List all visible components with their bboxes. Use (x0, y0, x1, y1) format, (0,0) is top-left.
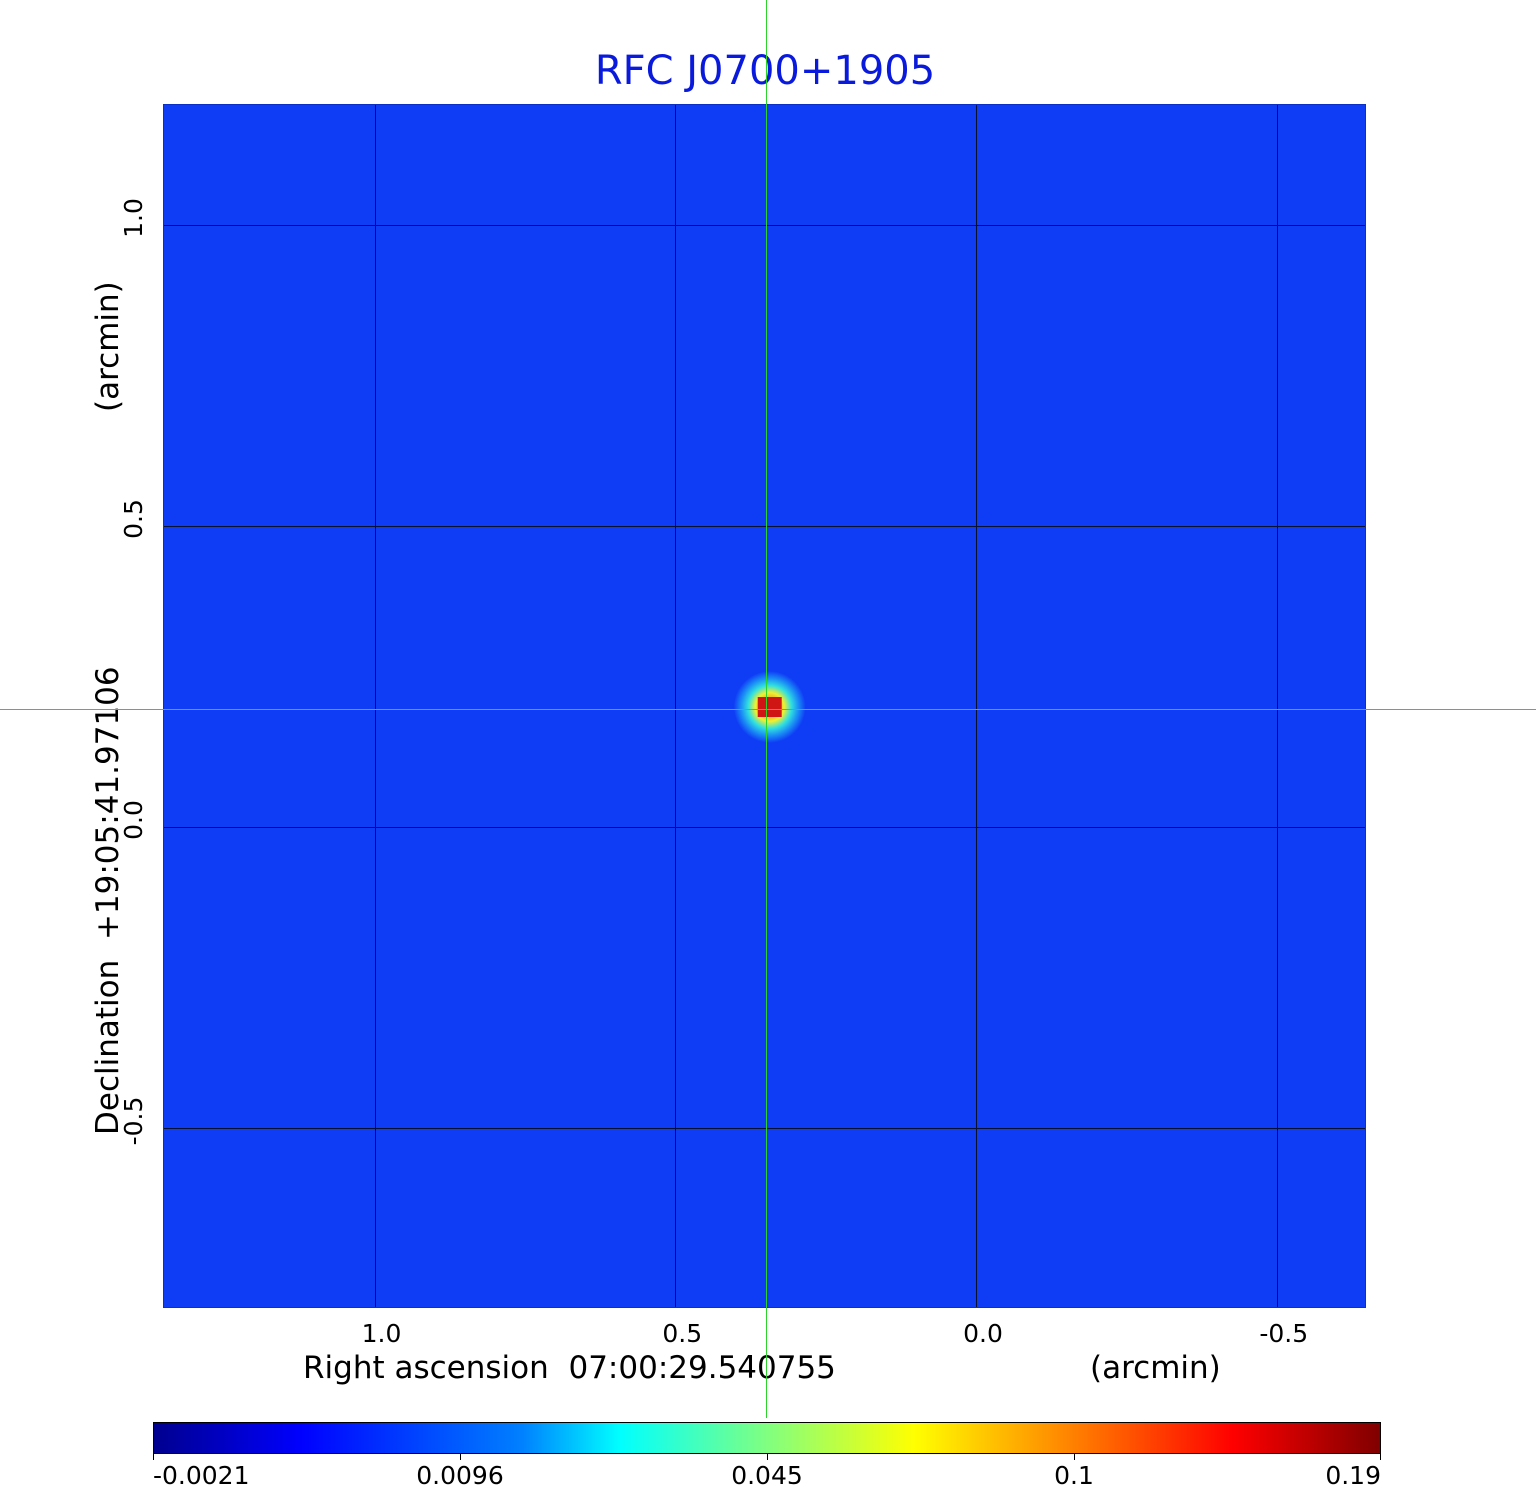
y-tick-label: 0.5 (119, 499, 148, 540)
crosshair-horizontal-line (0, 709, 1536, 710)
colorbar-tick-label: -0.0021 (153, 1461, 250, 1490)
heatmap-image (164, 105, 1365, 1307)
x-axis-label: Right ascension 07:00:29.540755 (303, 1350, 836, 1386)
colorbar-tick-mark (460, 1454, 461, 1460)
source-core (757, 697, 782, 717)
colorbar-tick-mark (1380, 1454, 1381, 1460)
chart-title: RFC J0700+1905 (594, 48, 936, 94)
x-tick-label: 1.0 (361, 1319, 402, 1348)
x-axis-unit: (arcmin) (1090, 1350, 1221, 1386)
colorbar-tick-label: 0.0096 (416, 1461, 504, 1490)
colorbar-tick-mark (1074, 1454, 1075, 1460)
colorbar-tick-label: 0.1 (1054, 1461, 1094, 1490)
heatmap-plot-area (163, 104, 1366, 1308)
y-tick-label: 1.0 (119, 198, 148, 239)
y-axis-unit: (arcmin) (90, 281, 126, 412)
colorbar-tick-mark (767, 1454, 768, 1460)
y-axis-label: Declination +19:05:41.97106 (90, 666, 126, 1135)
colorbar-tick-label: 0.045 (731, 1461, 803, 1490)
colorbar (153, 1422, 1381, 1454)
colorbar-tick-mark (153, 1454, 154, 1460)
x-tick-label: 0.0 (963, 1319, 1003, 1348)
colorbar-tick-label: 0.19 (1325, 1461, 1381, 1490)
x-tick-label: 0.5 (662, 1319, 703, 1348)
x-tick-label: -0.5 (1259, 1319, 1309, 1348)
